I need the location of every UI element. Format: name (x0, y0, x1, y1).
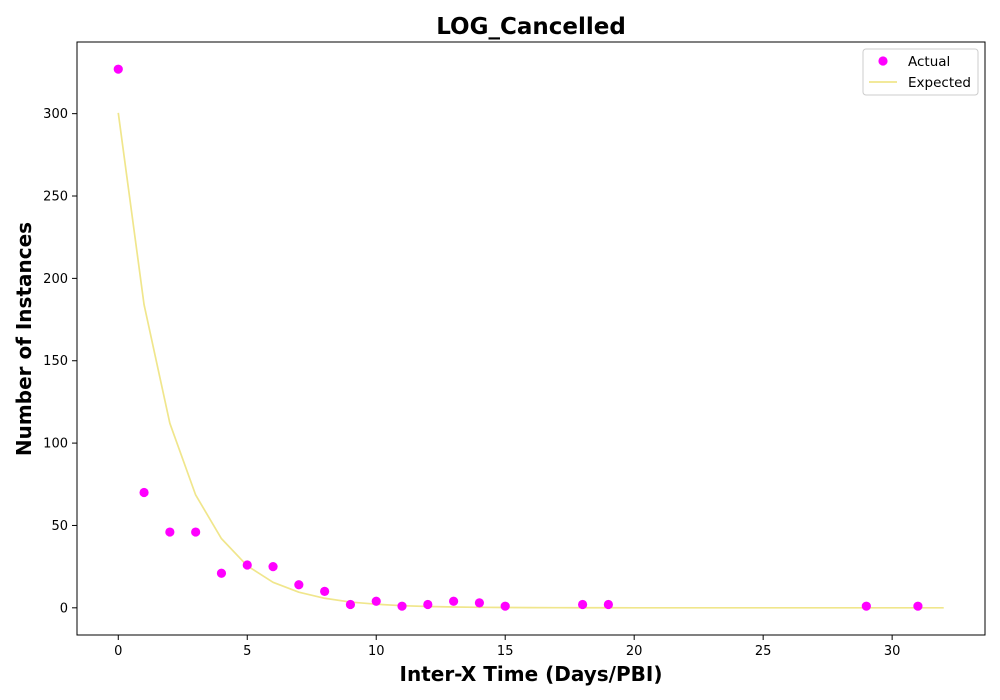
x-tick-label: 30 (884, 644, 901, 659)
legend-box (862, 48, 979, 96)
data-point-actual (345, 599, 356, 610)
data-point-actual (139, 487, 149, 498)
chart-title: LOG_Cancelled (436, 14, 626, 40)
data-point-actual (861, 601, 871, 611)
y-tick-label: 50 (51, 519, 68, 534)
y-tick-label: 250 (43, 190, 68, 205)
data-point-actual (371, 596, 381, 606)
data-point-actual (191, 527, 201, 537)
legend-label: Actual (908, 54, 950, 70)
data-point-actual (423, 599, 433, 610)
data-point-actual (320, 586, 330, 596)
y-tick-label: 100 (43, 437, 68, 452)
data-point-actual (242, 560, 252, 570)
x-tick-label: 25 (755, 644, 772, 659)
x-tick-label: 10 (368, 644, 385, 659)
data-point-actual (397, 601, 407, 611)
y-tick-label: 0 (60, 601, 68, 616)
data-point-actual (165, 527, 175, 537)
y-tick-label: 200 (43, 272, 68, 287)
data-point-actual (294, 580, 304, 590)
x-tick-label: 20 (626, 644, 643, 659)
x-tick-label: 5 (243, 644, 251, 659)
data-point-actual (216, 568, 227, 578)
x-tick-label: 15 (497, 644, 514, 659)
y-tick-label: 150 (43, 354, 68, 369)
expected-line (117, 112, 944, 609)
data-point-actual (113, 64, 123, 74)
y-tick-label: 300 (43, 107, 68, 122)
x-axis-label: Inter-X Time (Days/PBI) (400, 662, 663, 686)
legend-marker-actual (878, 56, 888, 66)
data-point-actual (603, 599, 613, 610)
y-axis-label: Number of Instances (12, 222, 36, 456)
data-point-actual (577, 599, 588, 610)
legend-label: Expected (908, 75, 971, 91)
data-point-actual (449, 596, 459, 606)
data-point-actual (268, 562, 278, 572)
data-point-actual (913, 601, 923, 611)
plot-area: 0 5 10 15 20 25 30050100150200250300ActualExpe… (43, 41, 986, 659)
x-tick-label: 0 (114, 644, 122, 659)
data-point-actual (500, 601, 510, 611)
data-point-actual (474, 598, 485, 608)
plot-frame (76, 41, 986, 636)
